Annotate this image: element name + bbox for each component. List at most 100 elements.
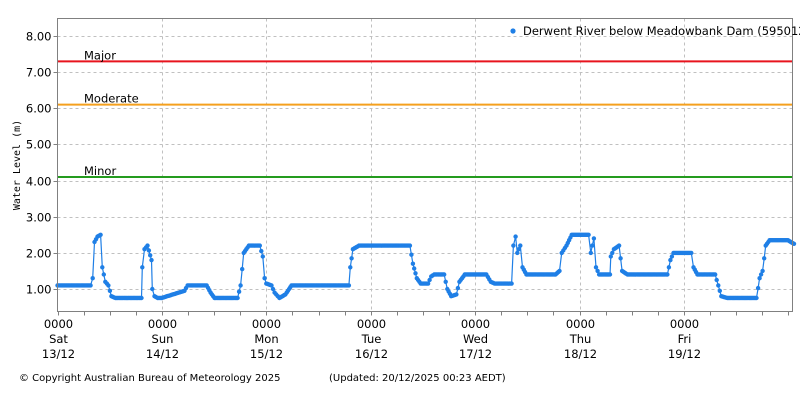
y-tick-label: 3.00 [26,211,52,225]
data-point [413,271,418,276]
threshold-major-label: Major [84,48,116,62]
flood-threshold-lines: Major Moderate Minor [57,48,793,178]
data-point [148,253,153,258]
y-axis: 1.00 2.00 3.00 4.00 5.00 6.00 7.00 8.00 [26,30,58,297]
data-point [407,243,413,248]
x-tick-label: 15/12 [250,347,283,361]
data-point [410,261,416,266]
x-tick-label: Tue [361,332,382,346]
data-point [455,285,461,291]
data-point [689,250,694,256]
data-point [509,281,514,286]
data-point [260,254,265,259]
data-point [235,295,240,301]
data-point [150,286,155,292]
data-point [616,243,622,248]
legend-label: Derwent River below Meadowbank Dam (5950… [523,24,800,38]
data-point [607,272,613,277]
data-point [100,265,105,270]
data-point [515,250,520,256]
data-point [412,266,417,271]
x-tick-label: 0000 [148,317,177,331]
data-point [101,272,107,277]
data-point [755,285,761,291]
data-point [762,256,767,261]
data-point [240,266,245,272]
x-tick-label: Sun [152,332,174,346]
data-point [608,254,613,259]
data-point [557,268,562,274]
data-point [713,272,718,277]
data-point [442,272,447,277]
updated-timestamp: (Updated: 20/12/2025 00:23 AEDT) [329,373,506,384]
x-tick-label: 17/12 [459,347,492,361]
data-point [716,283,721,288]
data-point [760,268,765,274]
water-level-series [55,232,797,301]
data-point [511,243,516,248]
x-tick-label: 0000 [566,317,595,331]
data-point [107,288,113,293]
data-point [593,265,599,270]
data-point [149,257,154,263]
x-tick-label: 13/12 [42,347,75,361]
data-point [665,272,670,277]
data-point [409,252,414,257]
data-point [259,248,264,254]
x-tick-label: Fri [678,332,692,346]
y-tick-label: 4.00 [26,175,52,189]
x-tick-label: Wed [463,332,488,346]
data-point [140,265,145,270]
y-axis-label: Water Level (m) [12,120,23,210]
y-tick-label: 8.00 [26,30,52,44]
copyright-text: © Copyright Australian Bureau of Meteoro… [19,373,281,384]
data-point [754,295,759,301]
data-point [348,265,353,270]
data-point [90,276,95,281]
x-tick-label: 0000 [670,317,699,331]
y-tick-label: 7.00 [26,66,52,80]
data-point [757,276,762,281]
x-tick-label: 19/12 [668,347,701,361]
data-point [516,247,521,252]
data-point [236,289,242,294]
x-tick-label: 16/12 [355,347,388,361]
threshold-minor-label: Minor [84,164,116,178]
x-tick-label: Mon [254,332,278,346]
data-point [425,281,431,286]
x-axis: 0000Sat13/120000Sun14/120000Mon15/120000… [42,311,789,361]
data-point [586,232,591,237]
data-point [88,283,93,288]
x-tick-label: 0000 [252,317,281,331]
x-tick-label: 0000 [44,317,73,331]
plot-frame [57,18,793,312]
legend-marker-icon [510,28,516,34]
data-point [145,243,150,248]
data-point [591,236,597,241]
data-point [758,272,764,277]
data-point [257,243,262,248]
data-point [668,257,673,263]
y-tick-label: 2.00 [26,247,52,261]
x-tick-label: 0000 [461,317,490,331]
data-point [98,232,103,237]
data-point [269,283,274,288]
data-point [238,283,243,288]
data-point [146,248,152,253]
x-tick-label: 18/12 [564,347,597,361]
legend: Derwent River below Meadowbank Dam (5950… [510,24,800,38]
y-tick-label: 1.00 [26,283,52,297]
threshold-moderate-label: Moderate [84,92,139,106]
data-point [595,268,600,274]
data-point [666,265,672,270]
data-point [588,250,593,256]
data-point [106,283,111,288]
data-point [346,283,352,288]
y-tick-label: 5.00 [26,138,52,152]
data-point [714,277,719,283]
x-tick-label: 0000 [357,317,386,331]
x-tick-label: 14/12 [146,347,179,361]
water-level-chart: Major Moderate Minor 1.00 2.00 3.00 4.00 5.00 6… [12,18,800,361]
data-point [669,254,675,259]
data-point [518,243,523,248]
